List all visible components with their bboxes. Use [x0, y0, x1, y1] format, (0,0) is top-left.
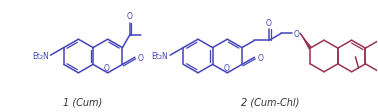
Text: O: O: [104, 63, 110, 72]
Text: O: O: [127, 12, 133, 20]
Text: O: O: [293, 30, 299, 39]
Text: O: O: [223, 63, 229, 72]
Text: O: O: [138, 53, 144, 62]
Text: O: O: [266, 19, 272, 27]
Polygon shape: [300, 34, 312, 50]
Text: 2 (Cum-Chl): 2 (Cum-Chl): [240, 97, 299, 106]
Text: Et₂N: Et₂N: [32, 51, 48, 60]
Text: O: O: [257, 53, 263, 62]
Text: 1 (Cum): 1 (Cum): [63, 97, 102, 106]
Text: Et₂N: Et₂N: [151, 51, 168, 60]
